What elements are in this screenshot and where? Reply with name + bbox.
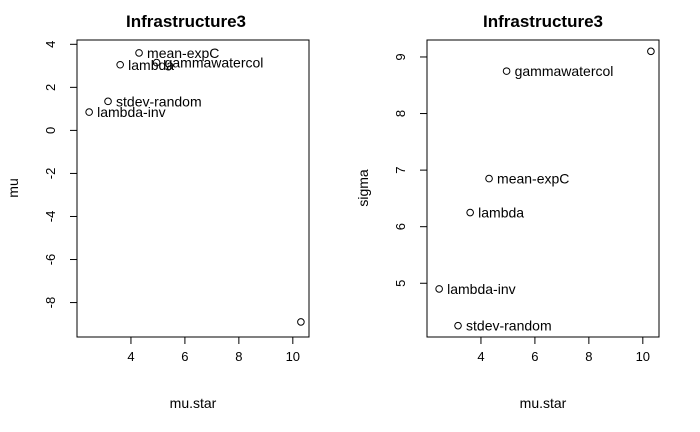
data-points: gammawatercol mean-expC lambda lambda-inv st…: [435, 47, 655, 334]
x-axis: 4 6 8 10: [477, 336, 650, 364]
y-tick-label: 6: [393, 223, 408, 230]
data-point: [502, 67, 511, 75]
data-point: [135, 49, 143, 57]
data-point: [647, 47, 655, 56]
y-tick-label: 5: [393, 280, 408, 287]
x-axis-label: mu.star: [170, 395, 217, 411]
point-label: mean-expC: [147, 45, 219, 61]
data-point: [454, 321, 462, 330]
data-point: [435, 285, 443, 293]
data-point: [104, 97, 112, 106]
x-tick-label: 6: [531, 349, 538, 364]
data-point: [116, 60, 124, 69]
point-label: mean-expC: [497, 171, 569, 187]
x-tick-label: 8: [235, 349, 242, 364]
point-label: gammawatercol: [515, 63, 614, 79]
point-label: gammawatercol: [165, 55, 264, 71]
chart-title: Infrastructure3: [126, 12, 246, 31]
x-tick-label: 10: [286, 349, 300, 364]
point-label: lambda-inv: [447, 281, 515, 297]
point-label: stdev-random: [466, 318, 552, 334]
y-tick-label: 9: [393, 53, 408, 60]
scatter-panel-sigma: Infrastructure3 4 6 8 10 9 8 7 6 5 gammawaterco…: [355, 12, 660, 411]
y-tick-label: -6: [43, 254, 58, 266]
x-axis-label: mu.star: [520, 395, 567, 411]
y-axis-label: mu: [5, 178, 21, 197]
y-tick-label: -2: [43, 168, 58, 180]
point-label: lambda-inv: [97, 104, 165, 120]
x-tick-label: 4: [127, 349, 134, 364]
x-tick-label: 4: [477, 349, 484, 364]
y-tick-label: -8: [43, 297, 58, 309]
point-label: stdev-random: [116, 93, 202, 109]
point-label: lambda: [128, 57, 174, 73]
scatter-panel-mu: Infrastructure3 4 6 8 10 4 2 0 -2 -4 -6 -8 mean-e…: [5, 12, 310, 411]
data-point: [152, 58, 161, 67]
y-axis: 4 2 0 -2 -4 -6 -8: [43, 41, 78, 309]
point-label: lambda: [478, 205, 524, 221]
data-point: [297, 318, 305, 326]
plot-frame: [76, 39, 310, 338]
y-tick-label: 4: [43, 41, 58, 48]
y-axis-label: sigma: [355, 169, 371, 207]
y-tick-label: 7: [393, 166, 408, 173]
chart-title: Infrastructure3: [483, 12, 603, 31]
y-tick-label: 8: [393, 110, 408, 117]
x-tick-label: 10: [636, 349, 650, 364]
data-point: [466, 208, 474, 217]
x-tick-label: 6: [181, 349, 188, 364]
data-point: [85, 108, 93, 116]
x-tick-label: 8: [585, 349, 592, 364]
x-axis: 4 6 8 10: [127, 336, 300, 364]
data-point: [485, 174, 493, 183]
y-tick-label: -4: [43, 211, 58, 223]
y-axis: 9 8 7 6 5: [393, 53, 428, 287]
y-tick-label: 0: [43, 127, 58, 134]
y-tick-label: 2: [43, 84, 58, 91]
